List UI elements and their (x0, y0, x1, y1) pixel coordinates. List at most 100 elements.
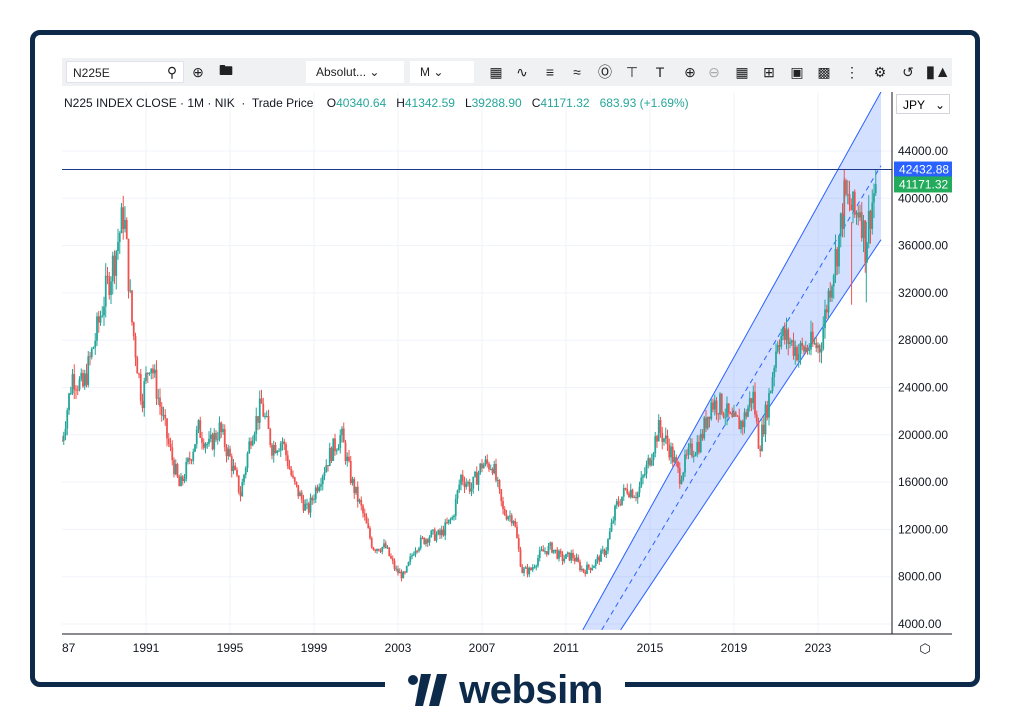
candle-body (489, 468, 492, 470)
zoom-in-icon[interactable]: ⊕ (684, 63, 696, 80)
candle-body (164, 414, 167, 419)
y-tick-label: 32000.00 (898, 286, 948, 300)
chart-grid (62, 92, 892, 634)
scale-mode-value: Absolut... (316, 65, 367, 79)
candle-style-icon[interactable]: ▦ (489, 63, 503, 80)
candle-body (848, 194, 851, 205)
candle-body (276, 450, 279, 454)
gear-icon[interactable]: ⚙ (873, 63, 887, 80)
candle-body (435, 534, 438, 541)
candle-body (468, 482, 471, 492)
add-panel-icon[interactable]: ⊞ (763, 63, 775, 80)
candle-body (652, 453, 655, 461)
y-tick-label: 4000.00 (898, 617, 942, 631)
scale-mode-select[interactable]: Absolut... ⌄ (306, 61, 404, 83)
legend-close-label: C (531, 96, 541, 110)
candle-body (696, 442, 699, 455)
search-icon[interactable]: ⚲ (166, 63, 178, 80)
euro-icon[interactable]: Ⓞ (598, 64, 612, 80)
candle-body (166, 418, 168, 439)
candle-body (227, 448, 230, 457)
fib-icon[interactable]: ⊤ (625, 63, 639, 80)
legend-low-label: L (464, 96, 472, 110)
symbol-search-input[interactable]: N225E (66, 61, 184, 83)
candle-body (111, 255, 114, 282)
candle-body (419, 537, 422, 549)
candle-body (258, 398, 261, 423)
folder-icon[interactable]: 🖿 (219, 62, 233, 78)
wave-icon[interactable]: ≈ (573, 64, 581, 80)
candle-body (379, 550, 382, 552)
candle-body (673, 457, 676, 463)
x-tick-label: 2007 (469, 641, 496, 655)
candle-body (640, 477, 643, 487)
candle-body (181, 476, 184, 482)
bar-chart-icon[interactable]: ▩ (817, 63, 831, 80)
candle-body (775, 351, 777, 368)
candle-body (349, 460, 352, 484)
candle-body (556, 549, 559, 559)
candle-body (670, 446, 672, 458)
snapshot-icon[interactable]: ▣ (790, 63, 804, 80)
candle-body (71, 374, 74, 394)
candle-body (446, 522, 448, 524)
candle-body (533, 567, 536, 569)
reset-icon[interactable]: ↺ (902, 63, 914, 80)
candle-body (593, 565, 595, 568)
candle-body (839, 213, 842, 237)
regression-channel (582, 92, 882, 631)
candle-body (706, 416, 709, 429)
zoom-out-icon[interactable]: ⊖ (708, 63, 720, 80)
candle-body (622, 488, 625, 497)
candle-body (454, 498, 457, 516)
candle-body (584, 571, 587, 574)
candle-body (796, 347, 798, 361)
candle-body (860, 212, 863, 239)
candle-body (199, 420, 202, 438)
candle-body (782, 327, 784, 336)
candle-body (358, 499, 361, 502)
candle-body (710, 402, 713, 419)
candle-body (643, 473, 646, 476)
indicators-icon[interactable]: ∿ (516, 63, 528, 80)
text-tool-icon[interactable]: T (655, 64, 665, 80)
candle-body (292, 475, 294, 478)
candle-body (407, 562, 410, 566)
candle-body (852, 191, 854, 211)
candle-body (304, 503, 307, 511)
candle-body (747, 407, 749, 417)
brand-name: websim (459, 667, 603, 712)
candle-body (481, 463, 483, 469)
candle-body (862, 220, 865, 239)
table-icon[interactable]: ▦ (735, 63, 749, 80)
candle-body (575, 557, 578, 562)
candle-body (104, 275, 107, 307)
candle-body (813, 343, 816, 345)
add-compare-icon[interactable]: ⊕ (192, 63, 204, 80)
candle-body (250, 441, 252, 446)
interval-select[interactable]: M ⌄ (410, 61, 474, 83)
candle-body (129, 290, 132, 292)
candle-body (124, 219, 126, 229)
candle-body (421, 537, 424, 539)
currency-select[interactable]: JPY ⌄ (896, 94, 950, 114)
candle-body (703, 417, 706, 439)
candle-body (220, 422, 223, 432)
candle-body (353, 479, 356, 494)
candle-body (367, 523, 370, 529)
candle-body (113, 255, 116, 276)
candle-body (248, 441, 251, 454)
candle-body (549, 542, 552, 546)
lines-icon[interactable]: ≡ (545, 64, 555, 80)
candle-body (514, 521, 517, 527)
candle-body (783, 327, 786, 340)
candle-body (192, 451, 195, 461)
more-icon[interactable]: ⋮ (845, 63, 859, 80)
candle-body (687, 447, 690, 455)
candle-body (701, 433, 704, 439)
candle-body (439, 530, 441, 536)
candle-body (325, 465, 328, 473)
axis-settings-icon[interactable]: ⬡ (919, 642, 930, 657)
candle-body (771, 377, 774, 391)
